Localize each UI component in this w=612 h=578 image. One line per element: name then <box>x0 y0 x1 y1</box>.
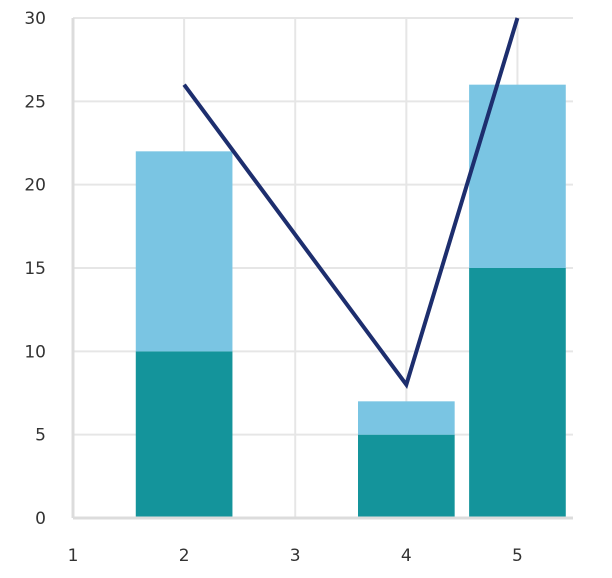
bar-segment-series-1-x-2 <box>136 151 233 351</box>
y-tick-label: 20 <box>24 176 46 196</box>
bars <box>136 85 566 518</box>
bar-segment-series-1-x-5 <box>469 85 566 268</box>
lines <box>184 18 517 385</box>
y-tick-label: 15 <box>24 259 46 279</box>
x-tick-label: 5 <box>512 546 523 566</box>
x-tick-label: 2 <box>179 546 190 566</box>
line-series-0 <box>184 18 517 385</box>
x-tick-label: 3 <box>290 546 301 566</box>
bar-segment-series-0-x-2 <box>136 351 233 518</box>
x-tick-label: 4 <box>401 546 412 566</box>
bar-segment-series-1-x-4 <box>358 401 455 434</box>
bar-segment-series-0-x-4 <box>358 435 455 518</box>
y-tick-label: 10 <box>24 342 46 362</box>
y-tick-label: 0 <box>35 509 46 529</box>
y-tick-label: 30 <box>24 9 46 29</box>
y-tick-label: 5 <box>35 426 46 446</box>
bar-segment-series-0-x-5 <box>469 268 566 518</box>
x-tick-label: 1 <box>68 546 79 566</box>
y-tick-label: 25 <box>24 92 46 112</box>
